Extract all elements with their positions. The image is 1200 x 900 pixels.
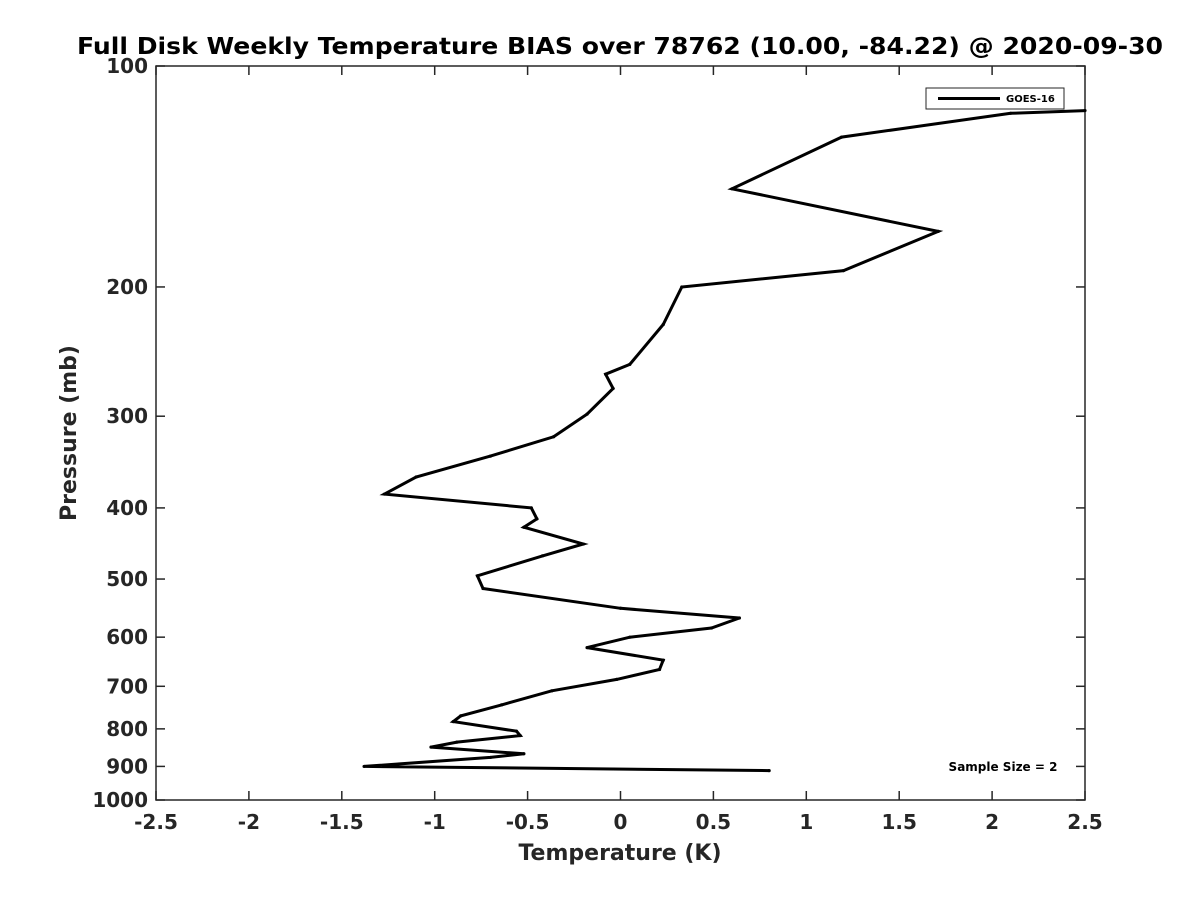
y-tick-label: 400 — [106, 496, 148, 520]
x-tick-label: -2.5 — [134, 810, 178, 834]
data-point — [628, 362, 632, 367]
x-tick-label: -1.5 — [320, 810, 364, 834]
x-tick-label: 2.5 — [1067, 810, 1102, 834]
data-point — [522, 525, 526, 529]
data-point — [481, 586, 485, 591]
data-point — [730, 187, 734, 191]
data-point — [529, 506, 533, 510]
chart-title: Full Disk Weekly Temperature BIAS over 7… — [77, 34, 1163, 60]
data-point — [840, 135, 844, 139]
y-tick-label: 300 — [106, 404, 148, 428]
legend: GOES-16 — [925, 87, 1065, 110]
data-point — [455, 740, 459, 744]
data-point — [451, 720, 455, 724]
data-point — [841, 269, 846, 273]
data-point — [514, 729, 519, 733]
data-point — [661, 322, 665, 327]
data-point — [657, 667, 662, 672]
x-tick-label: 0 — [614, 810, 628, 834]
data-point — [709, 626, 714, 630]
data-point — [488, 755, 493, 760]
data-point — [615, 677, 619, 681]
y-tick-label: 800 — [106, 717, 148, 741]
y-axis-label: Pressure (mb) — [57, 345, 82, 521]
y-tick-label: 700 — [106, 674, 148, 698]
x-tick-label: -0.5 — [506, 810, 550, 834]
y-tick-label: 1000 — [92, 788, 148, 812]
x-axis: -2.5 -2 -1.5 -1 -0.5 0 0.5 1 1.5 2 2.5 — [134, 66, 1103, 834]
x-axis-label: Temperature (K) — [518, 841, 721, 866]
data-point — [585, 412, 589, 416]
sample-size-annotation: Sample Size = 2 — [949, 760, 1058, 774]
y-tick-label: 200 — [106, 275, 148, 299]
data-point — [737, 616, 742, 620]
data-point — [362, 764, 366, 769]
data-point — [661, 658, 665, 662]
data-point — [518, 733, 522, 738]
data-point — [618, 606, 623, 610]
data-point — [540, 554, 545, 558]
data-point — [382, 492, 387, 496]
y-tick-label: 600 — [106, 625, 148, 649]
data-point — [936, 229, 940, 233]
x-tick-label: 0.5 — [696, 810, 731, 834]
data-point — [535, 517, 539, 521]
data-point — [767, 769, 771, 773]
y-tick-label: 500 — [106, 567, 148, 591]
data-point — [499, 703, 504, 707]
data-point — [429, 745, 433, 749]
data-point — [680, 285, 684, 289]
x-tick-label: 2 — [985, 810, 999, 834]
data-point — [459, 714, 463, 718]
data-point — [581, 542, 585, 546]
data-point — [585, 646, 589, 650]
data-point — [1083, 108, 1087, 113]
data-point — [488, 454, 493, 458]
y-tick-label: 900 — [106, 754, 148, 778]
data-point — [1009, 111, 1013, 115]
x-tick-label: 1 — [799, 810, 813, 834]
data-point — [414, 475, 418, 479]
data-point — [611, 386, 615, 391]
y-tick-label: 100 — [106, 54, 148, 78]
x-tick-label: -2 — [238, 810, 260, 834]
x-tick-label: -1 — [424, 810, 446, 834]
data-point — [552, 435, 556, 439]
data-point — [475, 574, 480, 578]
x-tick-label: 1.5 — [881, 810, 916, 834]
data-point — [522, 752, 526, 756]
plot-area — [155, 65, 1086, 801]
series-layer — [362, 108, 1087, 773]
y-axis: 100 200 300 400 500 600 700 800 900 1000 — [92, 54, 1085, 812]
data-point — [604, 372, 608, 376]
legend-label-goes-16: GOES-16 — [1006, 94, 1055, 105]
data-point — [628, 635, 632, 639]
data-point — [550, 689, 554, 693]
